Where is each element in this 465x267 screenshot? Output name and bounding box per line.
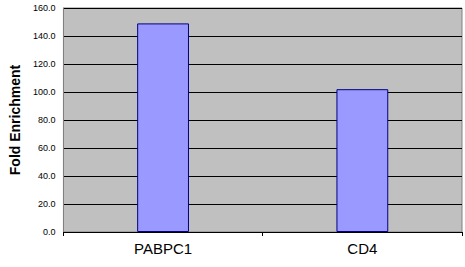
svg-text:PABPC1: PABPC1	[134, 240, 192, 257]
svg-text:60.0: 60.0	[38, 143, 56, 153]
svg-text:120.0: 120.0	[33, 59, 56, 69]
svg-text:0.0: 0.0	[43, 227, 56, 237]
svg-text:100.0: 100.0	[33, 87, 56, 97]
svg-text:40.0: 40.0	[38, 171, 56, 181]
svg-text:Fold Enrichment: Fold Enrichment	[7, 64, 23, 175]
svg-text:20.0: 20.0	[38, 199, 56, 209]
svg-text:CD4: CD4	[347, 240, 377, 257]
svg-text:140.0: 140.0	[33, 31, 56, 41]
svg-text:80.0: 80.0	[38, 115, 56, 125]
svg-text:160.0: 160.0	[33, 3, 56, 13]
